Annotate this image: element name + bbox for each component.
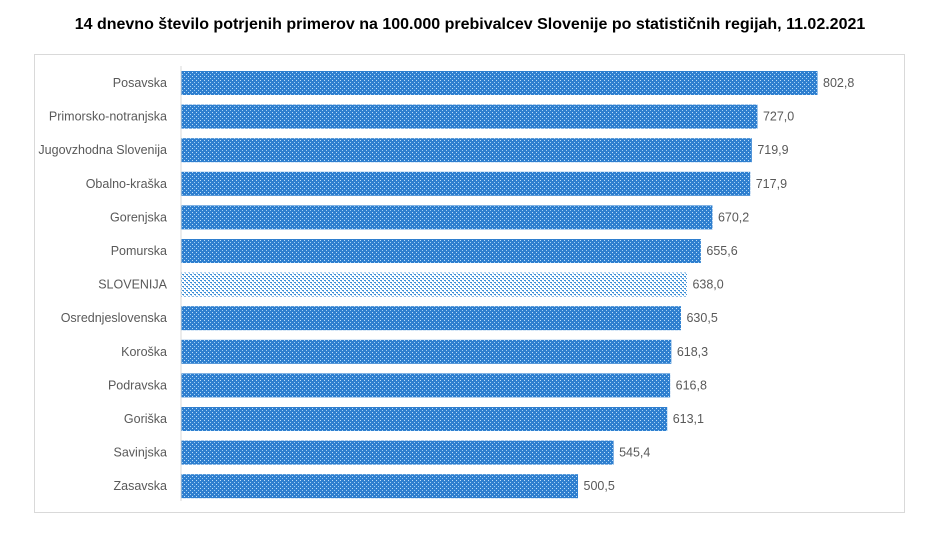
category-label: Pomurska <box>111 244 167 258</box>
value-label: 638,0 <box>692 278 723 292</box>
bar-slovenija <box>181 272 687 297</box>
category-label: Jugovzhodna Slovenija <box>38 143 167 157</box>
bar-zasavska <box>181 474 579 499</box>
bar-koroška <box>181 339 672 364</box>
chart-area <box>34 54 905 513</box>
category-label: Posavska <box>113 76 167 90</box>
category-label: Podravska <box>108 378 167 392</box>
category-label: Gorenjska <box>110 210 167 224</box>
bar-goriška <box>181 407 668 431</box>
value-label: 717,9 <box>756 177 787 191</box>
chart-title: 14 dnevno število potrjenih primerov na … <box>74 16 866 33</box>
value-label: 802,8 <box>823 76 854 90</box>
category-label: SLOVENIJA <box>98 278 167 292</box>
category-label: Zasavska <box>114 479 168 493</box>
category-label: Goriška <box>124 412 167 426</box>
value-label: 670,2 <box>718 210 749 224</box>
value-label: 500,5 <box>584 479 615 493</box>
value-label: 545,4 <box>619 446 650 460</box>
category-label: Obalno-kraška <box>86 177 167 191</box>
category-label: Osrednjeslovenska <box>61 311 167 325</box>
value-label: 719,9 <box>757 143 788 157</box>
bar-primorsko-notranjska <box>181 104 758 129</box>
bar-posavska <box>181 71 818 95</box>
bar-obalno-kraška <box>181 171 751 196</box>
value-label: 613,1 <box>673 412 704 426</box>
value-label: 655,6 <box>706 244 737 258</box>
value-label: 630,5 <box>686 311 717 325</box>
bar-podravska <box>181 373 671 398</box>
category-label: Primorsko-notranjska <box>49 110 167 124</box>
bar-jugovzhodna slovenija <box>181 138 752 163</box>
bar-pomurska <box>181 239 701 263</box>
bar-gorenjska <box>181 205 713 230</box>
value-label: 727,0 <box>763 110 794 124</box>
category-label: Savinjska <box>114 446 168 460</box>
value-label: 618,3 <box>677 345 708 359</box>
bar-osrednjeslovenska <box>181 306 681 331</box>
category-label: Koroška <box>121 345 167 359</box>
value-label: 616,8 <box>676 378 707 392</box>
bar-savinjska <box>181 440 614 465</box>
